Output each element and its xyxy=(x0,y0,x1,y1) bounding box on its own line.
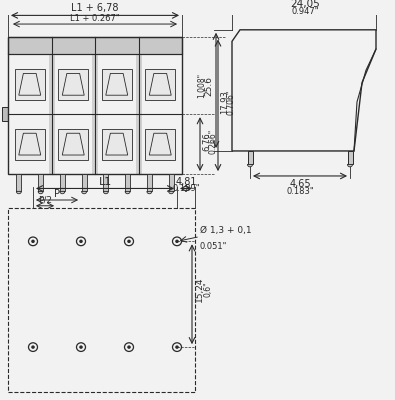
Circle shape xyxy=(127,345,131,349)
Bar xyxy=(147,174,152,191)
Polygon shape xyxy=(125,191,130,194)
Bar xyxy=(58,69,88,100)
Bar xyxy=(248,151,252,164)
Bar xyxy=(2,108,8,121)
Bar xyxy=(169,174,174,191)
Text: P/2: P/2 xyxy=(38,196,52,205)
Polygon shape xyxy=(348,164,352,167)
Bar xyxy=(15,128,45,160)
Polygon shape xyxy=(60,191,65,194)
Circle shape xyxy=(31,345,35,349)
Bar xyxy=(8,36,182,54)
Circle shape xyxy=(79,345,83,349)
Bar xyxy=(103,174,108,191)
Text: 25.6: 25.6 xyxy=(204,76,213,96)
Text: Ø 1,3 + 0,1: Ø 1,3 + 0,1 xyxy=(200,226,252,235)
Text: 0.706": 0.706" xyxy=(227,90,236,115)
Circle shape xyxy=(127,240,131,243)
Polygon shape xyxy=(82,191,87,194)
Polygon shape xyxy=(169,191,174,194)
Text: 6.76: 6.76 xyxy=(202,132,211,151)
Text: 15,24: 15,24 xyxy=(195,277,204,302)
Text: 17.93: 17.93 xyxy=(220,90,229,114)
Polygon shape xyxy=(38,191,43,194)
Bar xyxy=(8,36,182,174)
Text: L1 + 6,78: L1 + 6,78 xyxy=(71,4,119,14)
Bar xyxy=(15,69,45,100)
Circle shape xyxy=(79,240,83,243)
Text: 0.189": 0.189" xyxy=(172,184,200,193)
Text: 0.051": 0.051" xyxy=(200,242,228,251)
Text: 4,81: 4,81 xyxy=(175,176,197,186)
Bar xyxy=(8,208,195,392)
Bar xyxy=(145,69,175,100)
Text: 0.266": 0.266" xyxy=(209,129,218,154)
Bar xyxy=(125,174,130,191)
Bar xyxy=(102,128,132,160)
Bar xyxy=(58,128,88,160)
Circle shape xyxy=(175,240,179,243)
Bar xyxy=(92,54,98,174)
Bar xyxy=(82,174,87,191)
Text: 0.183": 0.183" xyxy=(286,186,314,196)
Text: 0,6": 0,6" xyxy=(203,282,212,297)
Circle shape xyxy=(175,345,179,349)
Bar xyxy=(49,54,55,174)
Polygon shape xyxy=(16,191,21,194)
Text: P: P xyxy=(54,189,60,199)
Text: L1 + 0.267": L1 + 0.267" xyxy=(70,14,120,23)
Bar xyxy=(135,54,141,174)
Polygon shape xyxy=(248,164,252,167)
Text: L1: L1 xyxy=(98,176,112,186)
Bar xyxy=(16,174,21,191)
Circle shape xyxy=(31,240,35,243)
Text: 1.008": 1.008" xyxy=(197,73,206,98)
Text: 4,65: 4,65 xyxy=(289,179,311,189)
Bar xyxy=(145,128,175,160)
Text: 24,05: 24,05 xyxy=(290,0,320,9)
Polygon shape xyxy=(103,191,108,194)
Bar xyxy=(348,151,352,164)
Bar xyxy=(60,174,65,191)
Polygon shape xyxy=(147,191,152,194)
Text: 0.947": 0.947" xyxy=(291,7,319,16)
Bar xyxy=(38,174,43,191)
Bar xyxy=(102,69,132,100)
